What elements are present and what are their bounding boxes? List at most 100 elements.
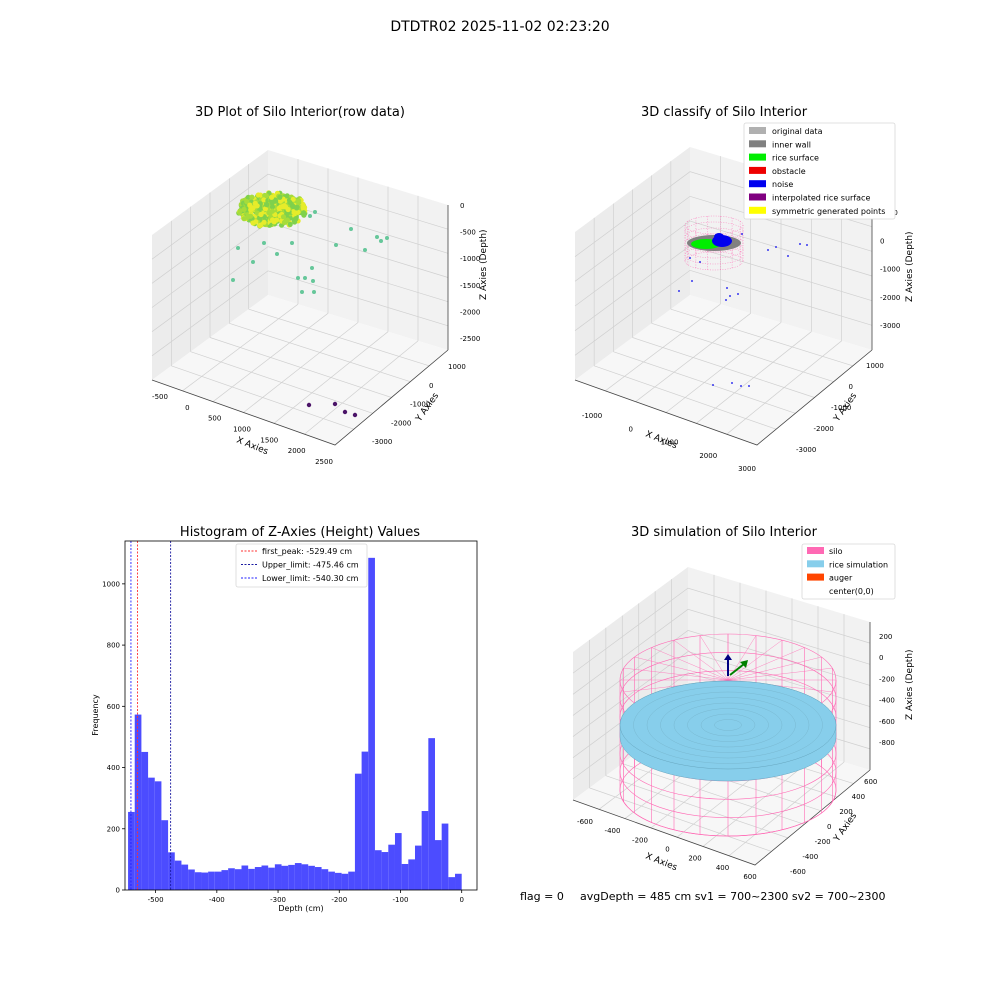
noise-points — [714, 233, 724, 241]
histogram-bar — [201, 872, 209, 890]
raw-point — [334, 243, 338, 247]
raw-point — [285, 206, 291, 213]
histogram-bars — [128, 557, 462, 890]
rice-mesh — [673, 702, 783, 748]
z-tick-label: -3000 — [880, 322, 900, 330]
histogram-bar — [421, 811, 429, 890]
noise-point — [775, 246, 777, 248]
rice-mesh — [646, 691, 810, 759]
z-tick-label: 0 — [880, 237, 884, 245]
silo-spoke — [727, 647, 805, 681]
grid-line — [572, 651, 871, 737]
flag-readout: flag = 0 — [520, 890, 564, 903]
x-tick-label: 0 — [629, 425, 633, 433]
panel-raw-3d: 3D Plot of Silo Interior(row data) -500 0… — [151, 105, 489, 466]
x-tick-label: -100 — [393, 896, 409, 904]
grid-line — [574, 195, 873, 282]
raw-point — [375, 235, 379, 239]
histogram-ylabel: Frequency — [91, 694, 100, 736]
panel4-zlabel: Z Axies (Depth) — [905, 649, 915, 720]
pane-floor — [575, 295, 872, 445]
panel-classify-3d: 3D classify of Silo Interior -1000 0 1000 2… — [574, 105, 915, 473]
noise-point — [787, 255, 789, 257]
raw-point — [352, 412, 358, 418]
histogram-bar — [254, 867, 262, 890]
y-tick-label: 0 — [116, 887, 120, 895]
z-tick-label: -1000 — [880, 266, 900, 274]
rice-mesh — [714, 719, 742, 731]
raw-point — [301, 212, 307, 218]
panel3-title: Histogram of Z-Axies (Height) Values — [180, 525, 420, 540]
raw-point — [262, 206, 268, 212]
histogram-bar — [248, 868, 255, 890]
z-tick-label: -2500 — [460, 335, 480, 343]
raw-point — [293, 216, 299, 222]
x-tick-label: 3000 — [738, 465, 756, 473]
raw-point — [287, 199, 293, 205]
y-tick-label: 1000 — [102, 580, 120, 588]
raw-point — [231, 278, 235, 282]
silo-spoke — [727, 667, 833, 681]
legend-swatch — [749, 180, 766, 188]
grid-line — [151, 173, 449, 260]
raw-point — [277, 194, 283, 200]
grid-line — [572, 608, 871, 695]
raw-point — [310, 266, 314, 270]
silo-wireframe — [619, 633, 837, 837]
raw-point — [255, 192, 261, 198]
x-tick-label: -300 — [270, 896, 286, 904]
raw-point — [379, 239, 383, 243]
raw-point — [290, 241, 294, 245]
y-tick-label: 1000 — [866, 362, 884, 370]
noise-point — [729, 295, 731, 297]
center-arrow-head — [724, 654, 732, 660]
histogram-bar — [148, 777, 155, 890]
raw-point — [269, 208, 275, 214]
raw-point — [262, 241, 266, 245]
histogram-bar — [294, 863, 302, 890]
legend-swatch — [807, 573, 824, 581]
noise-point — [731, 382, 733, 384]
histogram-bar — [194, 872, 202, 890]
panel4-title: 3D simulation of Silo Interior — [631, 525, 818, 540]
y-tick-label: 800 — [107, 642, 120, 650]
grid-line — [728, 761, 845, 856]
panel-histogram: Histogram of Z-Axies (Height) Values -50… — [91, 525, 478, 913]
x-tick-label: -400 — [605, 827, 621, 835]
legend-swatch — [749, 140, 766, 148]
raw-point — [277, 198, 283, 204]
histogram-bar — [181, 864, 189, 890]
raw-point — [300, 290, 304, 294]
z-tick-label: -2000 — [880, 294, 900, 302]
panel2-title: 3D classify of Silo Interior — [641, 105, 808, 120]
raw-point — [248, 207, 254, 213]
raw-point — [271, 219, 277, 225]
legend-label: obstacle — [772, 167, 806, 176]
rice-mesh — [687, 708, 769, 742]
legend-label: Upper_limit: -475.46 cm — [262, 561, 359, 570]
silo-spoke — [727, 656, 822, 681]
z-tick-label: 200 — [879, 633, 892, 641]
x-tick-label: 1500 — [260, 436, 278, 444]
plot-frame — [124, 540, 478, 891]
histogram-bar — [174, 860, 182, 890]
y-tick-label: 0 — [429, 382, 433, 390]
raw-point — [290, 196, 296, 202]
panel-simulation-3d: 3D simulation of Silo Interior -600 -400 -… — [572, 525, 915, 881]
raw-point — [250, 220, 256, 226]
raw-point — [295, 209, 301, 215]
raw-point — [269, 204, 276, 210]
rice-simulation-top — [619, 680, 837, 770]
raw-point — [249, 194, 255, 200]
raw-point — [236, 246, 240, 250]
histogram-bar — [301, 864, 309, 890]
y-tick-label: -1000 — [410, 401, 430, 409]
z-tick-label: 0 — [879, 654, 883, 662]
y-tick-label: 400 — [107, 764, 120, 772]
z-tick-label: 0 — [460, 202, 464, 210]
histogram-bar — [348, 871, 355, 890]
x-tick-label: 1000 — [233, 426, 251, 434]
histogram-bar — [381, 852, 389, 890]
histogram-bar — [188, 869, 195, 890]
